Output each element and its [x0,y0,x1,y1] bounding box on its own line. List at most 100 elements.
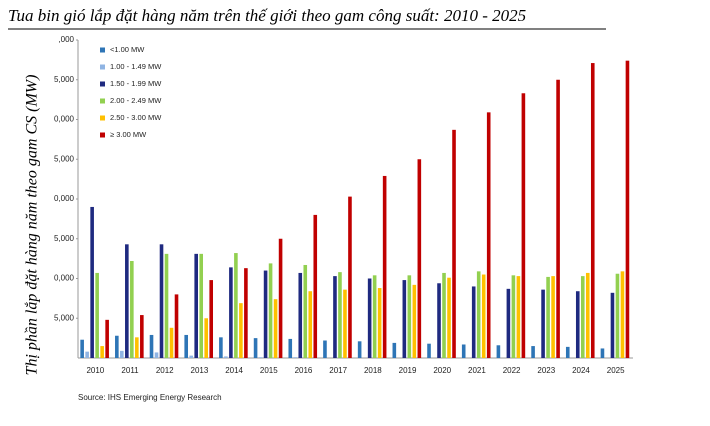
bar [412,284,417,358]
bar [258,357,263,358]
bar [313,214,318,358]
bar [184,334,189,358]
bar [452,129,456,358]
legend-swatch [100,98,105,104]
bar [229,267,233,358]
bar [615,273,620,358]
bar [85,351,89,358]
bar [447,277,451,358]
bar [357,341,362,358]
bar [308,291,313,358]
bar [159,244,164,358]
bar [620,271,625,358]
bar [209,280,214,358]
bar [585,272,590,358]
bar [546,276,550,358]
y-tick-label: 5,000 [54,154,75,163]
legend-label: 1.50 - 1.99 MW [110,79,162,88]
bar [169,327,174,358]
x-tick-label: 2019 [399,366,417,375]
bar [219,337,223,358]
y-tick-label: ,000 [58,35,74,44]
bar [516,276,521,358]
bar [80,339,84,358]
legend-label: 2.00 - 2.49 MW [110,96,162,105]
y-tick-label: 0,000 [54,194,75,203]
bar [506,288,511,358]
bar [234,253,238,358]
bar [565,346,570,358]
bar [496,345,501,358]
bar [199,253,204,358]
bar [204,318,209,358]
bar [149,334,154,358]
bar [521,93,526,358]
bar [556,79,560,358]
legend-swatch [100,64,105,70]
x-tick-label: 2017 [329,366,347,375]
bar [437,283,441,358]
bar [189,355,194,358]
bar [511,275,516,358]
bar [625,60,630,359]
bar [293,357,298,358]
bar [154,352,159,358]
bar [580,276,585,358]
legend-label: ≥ 3.00 MW [110,130,147,139]
bar [120,350,124,358]
x-tick-label: 2012 [156,366,174,375]
x-tick-label: 2011 [121,366,139,375]
legend-swatch [100,115,105,121]
bar [343,289,347,358]
bar [288,338,293,358]
y-tick-label: 0,000 [54,115,75,124]
x-tick-label: 2024 [572,366,590,375]
bar [140,315,144,358]
y-tick-label: 5,000 [54,234,75,243]
chart-title: Tua bin gió lắp đặt hàng năm trên thế gi… [8,6,526,25]
legend-swatch [100,132,105,138]
source: Source: IHS Emerging Energy Research [78,393,222,402]
bar [298,272,303,358]
bar [244,268,248,358]
bar [263,270,268,358]
bar [481,274,486,358]
bar [427,343,431,358]
bar [348,196,352,358]
legend-label: <1.00 MW [110,45,145,54]
bar [135,337,139,358]
bar [239,303,243,358]
bar [486,112,491,358]
x-tick-label: 2018 [364,366,382,375]
bar [174,294,179,358]
x-tick-label: 2013 [191,366,209,375]
x-tick-label: 2010 [86,366,104,375]
x-tick-label: 2021 [468,366,486,375]
x-tick-label: 2016 [295,366,313,375]
bar [253,338,258,358]
bar [372,275,377,358]
bar [164,253,169,358]
bar [590,63,595,359]
bar [551,276,555,358]
bar [531,346,535,358]
bar [90,206,94,358]
bar [600,348,605,358]
bar [541,289,545,358]
bar [338,272,342,358]
bar [610,292,615,358]
bar [105,319,109,358]
x-tick-label: 2020 [433,366,451,375]
bar [402,280,407,358]
bar [278,238,283,358]
y-tick-label: 5,000 [54,313,75,322]
legend-label: 2.50 - 3.00 MW [110,113,162,122]
legend-swatch [100,47,105,53]
bar [224,356,228,358]
bar [333,276,337,358]
bar [95,272,99,358]
bar [417,159,422,358]
bar [476,271,481,358]
bar [471,286,476,358]
bar [442,272,446,358]
